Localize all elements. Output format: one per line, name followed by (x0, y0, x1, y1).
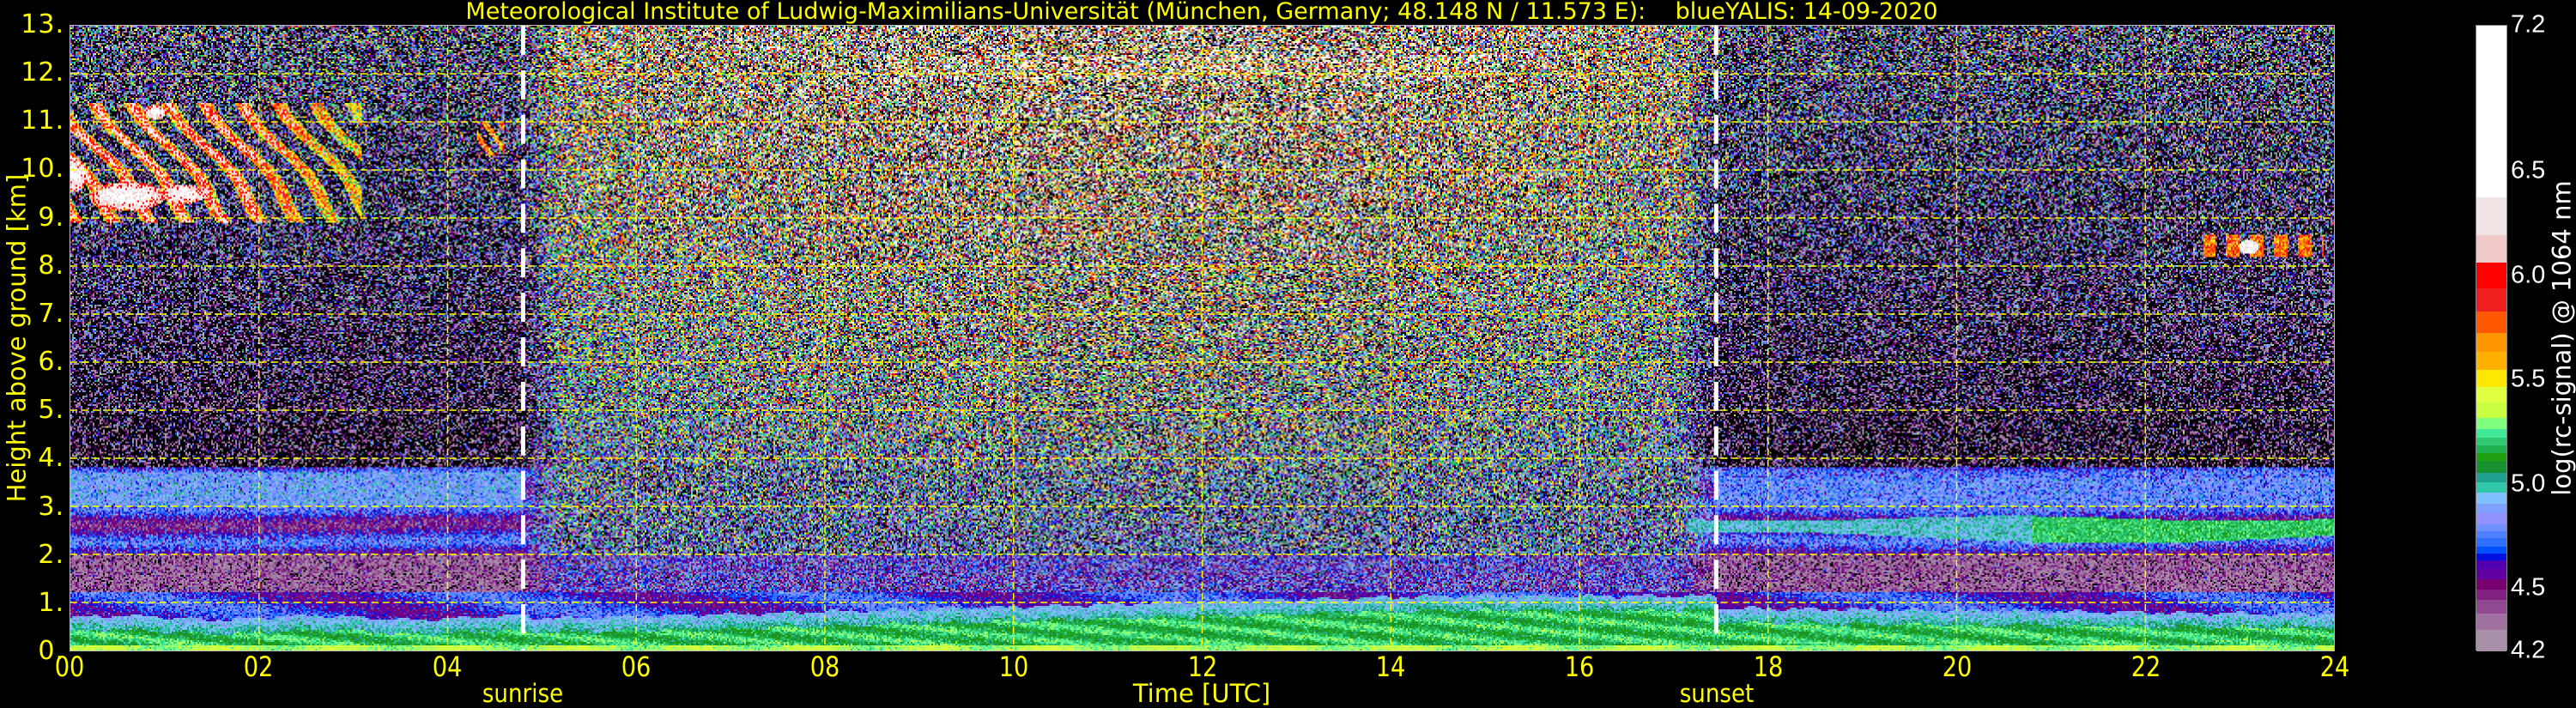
colorbar-segment (2476, 452, 2506, 462)
x-tick-label: 00 (54, 651, 85, 683)
y-tick-label: 0. (38, 636, 64, 666)
y-tick-label: 12. (21, 57, 64, 88)
colorbar-segment (2476, 437, 2506, 445)
y-tick-label: 7. (38, 298, 64, 329)
x-tick-label: 24 (2319, 651, 2350, 683)
colorbar-segment (2476, 351, 2506, 371)
colorbar-label: log(rc-signal) @ 1064 nm (2547, 180, 2576, 496)
colorbar-tick-label: 5.0 (2511, 469, 2546, 498)
chart-title: Meteorological Institute of Ludwig-Maxim… (465, 0, 1938, 25)
colorbar-segment (2476, 417, 2506, 430)
y-tick-label: 6. (38, 347, 64, 378)
colorbar-segment (2476, 512, 2506, 524)
colorbar-segment (2476, 445, 2506, 453)
colorbar-segment (2476, 26, 2506, 197)
y-tick-label: 13. (21, 9, 64, 39)
x-tick-label: 06 (621, 651, 652, 683)
colorbar-segment (2476, 234, 2506, 263)
colorbar-segment (2476, 386, 2506, 403)
x-tick-label: 18 (1753, 651, 1784, 683)
colorbar-tick-label: 7.2 (2511, 10, 2546, 39)
x-tick-label: 04 (432, 651, 463, 683)
grid-overlay (70, 26, 2334, 651)
x-tick-label: 16 (1565, 651, 1595, 683)
colorbar-tick-label: 6.0 (2511, 261, 2546, 289)
colorbar-segment (2476, 546, 2506, 554)
x-tick-label: 10 (998, 651, 1028, 683)
colorbar-segment (2476, 481, 2506, 493)
colorbar-segment (2476, 262, 2506, 289)
colorbar-segment (2476, 537, 2506, 548)
colorbar-segment (2476, 311, 2506, 333)
x-tick-label: 12 (1187, 651, 1217, 683)
colorbar (2476, 25, 2507, 652)
colorbar-segment (2476, 503, 2506, 513)
colorbar-segment (2476, 629, 2506, 652)
colorbar-segment (2476, 553, 2506, 560)
colorbar-tick-label: 5.5 (2511, 365, 2546, 393)
colorbar-segment (2476, 402, 2506, 419)
colorbar-segment (2476, 523, 2506, 531)
colorbar-segment (2476, 613, 2506, 631)
sunset-label: sunset (1679, 679, 1755, 708)
colorbar-segment (2476, 560, 2506, 570)
colorbar-segment (2476, 492, 2506, 505)
y-tick-label: 11. (21, 106, 64, 136)
sunrise-label: sunrise (482, 679, 563, 708)
plot-area (70, 25, 2335, 651)
colorbar-tick-label: 6.5 (2511, 156, 2546, 185)
y-tick-label: 4. (38, 443, 64, 474)
y-tick-label: 1. (38, 587, 64, 618)
colorbar-segment (2476, 472, 2506, 483)
y-tick-label: 9. (38, 202, 64, 233)
colorbar-segment (2476, 197, 2506, 235)
colorbar-segment (2476, 369, 2506, 387)
x-tick-label: 22 (2131, 651, 2161, 683)
y-tick-label: 5. (38, 395, 64, 426)
colorbar-segment (2476, 589, 2506, 600)
y-tick-label: 10. (21, 154, 64, 185)
colorbar-segment (2476, 460, 2506, 473)
colorbar-tick-label: 4.2 (2511, 636, 2546, 664)
colorbar-segment (2476, 599, 2506, 614)
colorbar-segment (2476, 578, 2506, 590)
y-tick-label: 2. (38, 539, 64, 570)
y-tick-label: 8. (38, 250, 64, 281)
colorbar-segment (2476, 332, 2506, 353)
colorbar-tick-label: 4.5 (2511, 573, 2546, 602)
x-tick-label: 14 (1376, 651, 1406, 683)
x-tick-label: 08 (809, 651, 839, 683)
colorbar-segment (2476, 530, 2506, 538)
y-tick-label: 3. (38, 491, 64, 522)
x-tick-label: 20 (1942, 651, 1973, 683)
colorbar-segment (2476, 287, 2506, 312)
colorbar-segment (2476, 428, 2506, 438)
x-axis-label: Time [UTC] (1132, 679, 1271, 708)
x-tick-label: 02 (243, 651, 274, 683)
y-axis-label: Height above ground [km] (2, 173, 32, 503)
colorbar-segment (2476, 568, 2506, 579)
